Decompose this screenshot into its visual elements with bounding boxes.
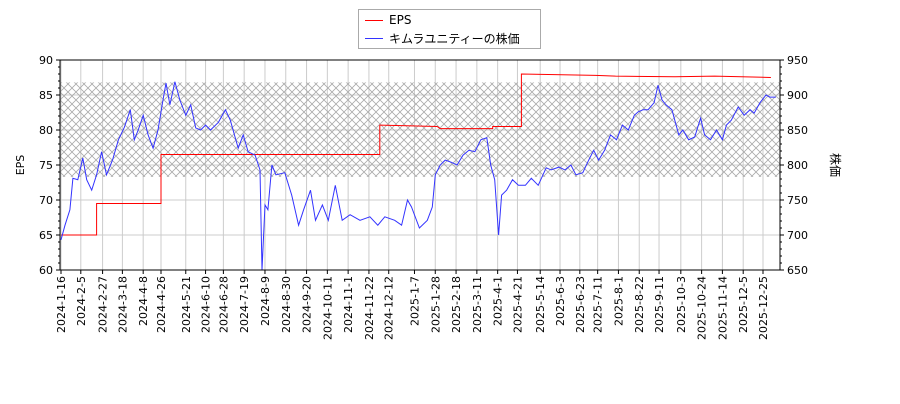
- x-tick-label: 2025-3-11: [471, 276, 484, 333]
- y-tick-label: 90: [39, 54, 53, 67]
- y-tick-label: 80: [39, 124, 53, 137]
- y-tick-label: 65: [39, 229, 53, 242]
- x-tick-label: 2024-4-8: [137, 276, 150, 326]
- x-tick-label: 2024-6-10: [200, 276, 213, 333]
- x-tick-label: 2024-2-27: [97, 276, 110, 333]
- y2-tick-label: 900: [787, 89, 808, 102]
- x-tick-label: 2025-8-1: [612, 276, 625, 326]
- y2-tick-label: 950: [787, 54, 808, 67]
- x-tick-label: 2025-11-14: [716, 276, 729, 340]
- legend-item-price: キムラユニティーの株価: [365, 30, 520, 47]
- x-tick-label: 2024-8-9: [259, 276, 272, 326]
- y2-tick-label: 750: [787, 194, 808, 207]
- y-tick-label: 85: [39, 89, 53, 102]
- y-axis-label: EPS: [14, 155, 27, 176]
- legend-item-eps: EPS: [365, 13, 411, 27]
- x-tick-label: 2025-10-3: [675, 276, 688, 333]
- legend: EPS キムラユニティーの株価: [358, 9, 541, 49]
- x-tick-label: 2024-5-21: [180, 276, 193, 333]
- eps-line: [61, 73, 771, 236]
- x-tick-label: 2024-8-30: [280, 276, 293, 333]
- x-tick-label: 2024-1-16: [55, 276, 68, 333]
- hatched-band: [60, 82, 780, 177]
- x-tick-label: 2025-1-28: [429, 276, 442, 333]
- x-tick-label: 2025-6-3: [554, 276, 567, 326]
- legend-label: キムラユニティーの株価: [389, 32, 520, 46]
- x-tick-label: 2025-10-24: [696, 276, 709, 340]
- y2-axis-label: 株価: [828, 153, 843, 177]
- x-tick-label: 2025-4-21: [511, 276, 524, 333]
- y2-tick-label: 700: [787, 229, 808, 242]
- y-tick-label: 60: [39, 264, 53, 277]
- plot-frame: [59, 59, 781, 271]
- x-tick-label: 2025-5-14: [534, 276, 547, 333]
- y2-tick-label: 650: [787, 264, 808, 277]
- x-tick-label: 2024-3-18: [116, 276, 129, 333]
- x-tick-label: 2025-4-1: [492, 276, 505, 326]
- x-tick-label: 2024-11-1: [342, 276, 355, 333]
- x-tick-label: 2025-7-11: [592, 276, 605, 333]
- x-tick-label: 2024-7-19: [238, 276, 251, 333]
- y2-tick-label: 800: [787, 159, 808, 172]
- x-tick-label: 2024-12-12: [383, 276, 396, 340]
- legend-label: EPS: [389, 13, 412, 27]
- x-tick-label: 2024-2-5: [75, 276, 88, 326]
- x-tick-label: 2024-4-26: [155, 276, 168, 333]
- x-tick-label: 2024-9-20: [301, 276, 314, 333]
- y2-tick-label: 850: [787, 124, 808, 137]
- x-tick-label: 2025-2-18: [450, 276, 463, 333]
- x-tick-label: 2025-8-22: [633, 276, 646, 333]
- x-tick-label: 2024-10-11: [321, 276, 334, 340]
- x-tick-label: 2024-11-22: [363, 276, 376, 340]
- x-tick-label: 2025-1-7: [408, 276, 421, 326]
- y-tick-label: 70: [39, 194, 53, 207]
- y-tick-label: 75: [39, 159, 53, 172]
- x-tick-label: 2025-6-23: [574, 276, 587, 333]
- x-tick-label: 2025-12-5: [737, 276, 750, 333]
- price-line: [60, 81, 776, 271]
- x-tick-label: 2024-6-28: [217, 276, 230, 333]
- x-tick-label: 2025-9-11: [653, 276, 666, 333]
- x-tick-label: 2025-12-25: [757, 276, 770, 340]
